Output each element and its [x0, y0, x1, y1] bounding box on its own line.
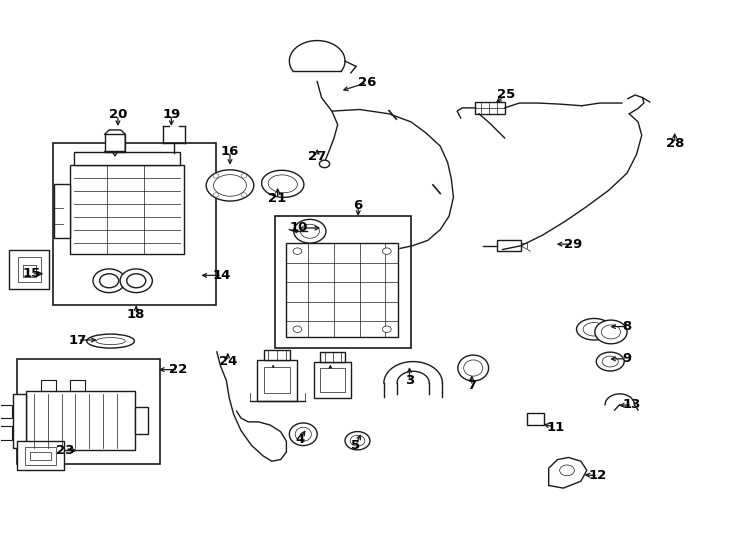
Text: 12: 12 — [589, 469, 607, 482]
Text: 9: 9 — [622, 353, 632, 366]
Bar — [30, 451, 51, 460]
Bar — [264, 367, 290, 393]
Circle shape — [100, 274, 119, 288]
Bar — [70, 165, 184, 254]
Bar — [23, 265, 36, 277]
Bar — [320, 352, 345, 362]
Bar — [54, 144, 216, 305]
Bar — [286, 243, 398, 338]
Circle shape — [300, 224, 319, 238]
Text: 22: 22 — [169, 363, 187, 376]
Circle shape — [241, 174, 247, 178]
Bar — [314, 362, 351, 398]
Text: 23: 23 — [56, 444, 74, 457]
Text: 18: 18 — [127, 308, 145, 321]
Bar — [135, 407, 148, 434]
Circle shape — [382, 248, 391, 254]
Bar — [527, 413, 545, 424]
Ellipse shape — [289, 423, 317, 445]
Ellipse shape — [350, 435, 365, 446]
Ellipse shape — [596, 352, 624, 371]
Circle shape — [127, 274, 146, 288]
Ellipse shape — [268, 175, 297, 193]
Text: 11: 11 — [546, 421, 564, 434]
Circle shape — [382, 326, 391, 333]
Text: 17: 17 — [68, 334, 87, 347]
Text: 13: 13 — [623, 398, 642, 411]
Text: 1: 1 — [269, 374, 277, 387]
Circle shape — [293, 248, 302, 254]
Text: 26: 26 — [357, 76, 377, 89]
Bar — [17, 359, 160, 464]
Circle shape — [293, 326, 302, 333]
Bar — [0, 426, 12, 440]
Bar — [54, 184, 70, 238]
Text: 15: 15 — [22, 267, 40, 280]
Text: 21: 21 — [269, 192, 287, 205]
Bar — [264, 350, 290, 361]
Bar — [26, 391, 135, 450]
Circle shape — [560, 465, 574, 476]
Ellipse shape — [576, 319, 611, 340]
Text: 7: 7 — [468, 379, 476, 392]
Ellipse shape — [96, 338, 126, 345]
Text: 14: 14 — [213, 269, 231, 282]
Bar — [10, 250, 49, 289]
Text: 29: 29 — [564, 238, 583, 251]
Circle shape — [213, 174, 219, 178]
Bar — [105, 134, 126, 152]
Text: 20: 20 — [109, 109, 127, 122]
Text: 8: 8 — [622, 320, 632, 333]
Ellipse shape — [583, 322, 605, 336]
Ellipse shape — [87, 334, 134, 348]
Circle shape — [601, 325, 620, 339]
Ellipse shape — [206, 170, 254, 201]
Text: 25: 25 — [497, 89, 515, 102]
Text: 16: 16 — [221, 145, 239, 158]
Circle shape — [294, 219, 326, 243]
Ellipse shape — [261, 170, 304, 197]
Bar — [17, 441, 65, 470]
Ellipse shape — [458, 355, 489, 381]
Bar — [0, 404, 12, 418]
Circle shape — [93, 269, 126, 293]
Ellipse shape — [602, 356, 618, 367]
Circle shape — [595, 320, 627, 344]
Text: 6: 6 — [354, 199, 363, 212]
Bar — [13, 394, 26, 448]
Bar — [498, 240, 521, 251]
Circle shape — [241, 193, 247, 197]
Ellipse shape — [464, 360, 483, 376]
Text: 19: 19 — [162, 109, 181, 122]
Bar — [257, 361, 297, 401]
Circle shape — [120, 269, 153, 293]
Text: 28: 28 — [666, 137, 684, 150]
Text: 5: 5 — [352, 438, 360, 451]
Bar — [476, 102, 505, 114]
Text: 3: 3 — [405, 374, 414, 387]
Ellipse shape — [214, 174, 247, 196]
Circle shape — [213, 193, 219, 197]
Bar — [18, 257, 41, 282]
Text: 4: 4 — [295, 433, 304, 446]
Text: 27: 27 — [308, 151, 327, 164]
Circle shape — [319, 160, 330, 167]
Text: 2: 2 — [326, 374, 335, 387]
Ellipse shape — [295, 427, 311, 441]
Bar — [74, 152, 180, 165]
Bar — [25, 447, 57, 465]
Ellipse shape — [345, 431, 370, 450]
Text: 24: 24 — [219, 355, 237, 368]
Bar — [320, 368, 345, 392]
Text: 10: 10 — [290, 221, 308, 234]
Bar — [275, 216, 411, 348]
